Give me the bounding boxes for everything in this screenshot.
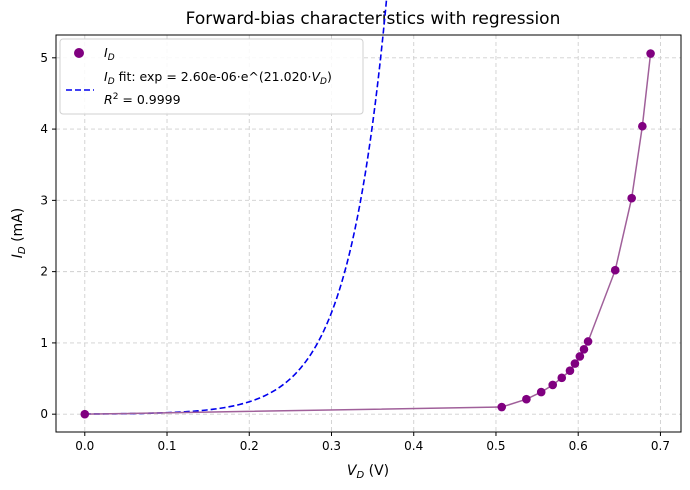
legend-r2-value: = 0.9999 <box>118 92 180 107</box>
legend-scatter-sub: D <box>108 53 115 63</box>
legend-fit-prefix-sub: D <box>108 77 115 87</box>
x-axis-label-var: V <box>347 463 358 479</box>
y-tick-label: 0 <box>40 407 48 421</box>
legend: ID ID fit: exp = 2.60e-06·e^(21.020·VD) … <box>59 38 364 115</box>
data-point <box>646 49 655 58</box>
legend-fit-var: V <box>311 69 321 84</box>
legend-box <box>59 38 364 115</box>
legend-marker-scatter <box>74 48 84 58</box>
plot-frame <box>55 34 682 433</box>
legend-fit-var-sub: D <box>320 77 327 87</box>
x-tick-label: 0.4 <box>404 439 423 453</box>
legend-r2-var: R <box>104 92 113 107</box>
data-point <box>565 366 575 376</box>
data-point <box>575 352 585 361</box>
data-point <box>579 345 589 354</box>
data-point <box>522 394 531 404</box>
data-point <box>610 265 620 275</box>
legend-scatter-var: I <box>104 45 108 60</box>
points-layer <box>80 49 655 419</box>
tick-layer: 0.0 0.1 0.2 0.3 0.4 0.5 0.6 0.7 0 1 2 3 4 5 <box>40 51 670 453</box>
y-tick-label: 3 <box>40 193 48 207</box>
y-axis-label-var: I <box>10 254 26 258</box>
x-tick-label: 0.6 <box>569 439 588 453</box>
legend-fit-end: ) <box>327 69 332 84</box>
legend-label-fit: ID fit: exp = 2.60e-06·e^(21.020·VD) <box>104 69 332 87</box>
x-tick-label: 0.0 <box>75 439 94 453</box>
x-axis-label-sub: D <box>356 470 364 481</box>
y-tick-label: 4 <box>40 122 48 136</box>
data-point <box>638 121 647 131</box>
y-tick-label: 2 <box>40 265 48 279</box>
x-tick-label: 0.2 <box>240 439 259 453</box>
legend-label-scatter: ID <box>104 45 115 63</box>
y-axis-label-unit: (mA) <box>10 208 26 247</box>
y-tick-label: 5 <box>40 51 48 65</box>
y-tick-label: 1 <box>40 336 48 350</box>
legend-r2-sup: 2 <box>113 92 119 102</box>
x-tick-label: 0.3 <box>322 439 341 453</box>
legend-fit-mid: fit: exp = 2.60e-06·e^(21.020· <box>115 69 312 84</box>
data-point <box>557 373 567 383</box>
y-axis-label-sub: D <box>17 246 28 254</box>
chart-title: Forward-bias characteristics with regres… <box>186 9 561 29</box>
y-axis-label: ID (mA) <box>10 208 28 258</box>
x-tick-label: 0.7 <box>651 439 670 453</box>
data-point <box>80 409 90 419</box>
x-axis-label-unit: (V) <box>364 463 389 479</box>
legend-label-r2: R2 = 0.9999 <box>104 92 181 107</box>
data-point <box>627 193 636 203</box>
x-tick-label: 0.5 <box>486 439 505 453</box>
x-axis-label: VD (V) <box>347 463 389 481</box>
legend-fit-prefix: I <box>104 69 108 84</box>
data-point <box>536 387 546 397</box>
data-point <box>548 380 558 390</box>
data-point <box>497 402 507 412</box>
x-tick-label: 0.1 <box>157 439 176 453</box>
data-point <box>570 359 580 368</box>
data-point <box>583 337 593 346</box>
